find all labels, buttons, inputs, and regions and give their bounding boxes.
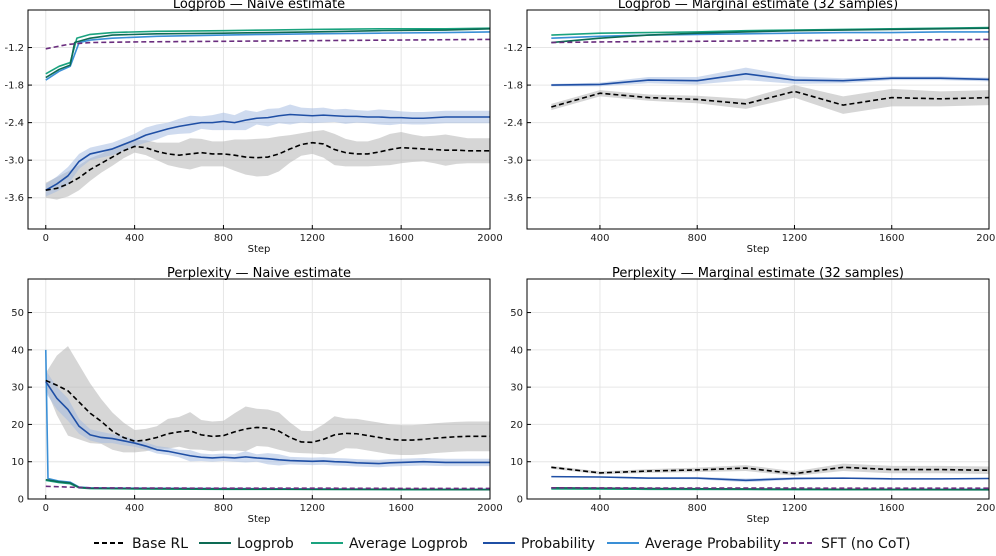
panel-title: Logprob — Marginal estimate (32 samples) — [618, 0, 898, 12]
x-tick-label: 0 — [43, 233, 49, 244]
y-tick-label: 10 — [11, 457, 24, 468]
y-tick-label: 50 — [11, 308, 24, 319]
legend-label: Logprob — [237, 536, 294, 552]
x-axis-label: Step — [747, 514, 770, 525]
x-tick-label: 1600 — [388, 233, 413, 244]
x-axis-label: Step — [747, 244, 770, 255]
y-tick-label: -3.6 — [503, 193, 523, 204]
probability-line — [45, 381, 490, 465]
sft-no-cot-line — [45, 38, 490, 50]
probability-band — [45, 104, 490, 197]
y-tick-label: 40 — [11, 345, 24, 356]
x-tick-label: 2000 — [477, 233, 502, 244]
x-axis-label: Step — [248, 514, 271, 525]
y-tick-label: -1.8 — [503, 81, 523, 92]
x-tick-label: 800 — [688, 233, 707, 244]
y-tick-label: 10 — [510, 457, 523, 468]
probability-line — [45, 113, 490, 191]
x-tick-label: 2000 — [976, 233, 996, 244]
y-tick-label: 30 — [11, 383, 24, 394]
x-tick-label: 1200 — [300, 503, 325, 514]
x-tick-label: 2000 — [976, 503, 996, 514]
y-tick-label: -3.0 — [4, 156, 24, 167]
legend-item-average-logprob: Average Logprob — [311, 536, 468, 552]
legend-label: Average Probability — [645, 536, 781, 552]
x-tick-label: 400 — [125, 503, 144, 514]
x-tick-label: 1600 — [879, 503, 904, 514]
x-tick-label: 1200 — [782, 233, 807, 244]
logprob-line — [45, 27, 490, 79]
y-tick-label: -3.6 — [4, 193, 24, 204]
panel-4: 400 800 1200 1600 2000 0 10 20 30 40 50 Step Perplex… — [510, 266, 996, 525]
panel-title: Perplexity — Naive estimate — [167, 266, 351, 281]
base-rl-line — [551, 466, 989, 475]
x-tick-label: 0 — [43, 503, 49, 514]
axes-frame — [27, 278, 491, 500]
y-tick-label: 40 — [510, 345, 523, 356]
y-tick-label: -2.4 — [503, 118, 523, 129]
y-tick-label: 20 — [11, 420, 24, 431]
legend-label: Base RL — [132, 536, 188, 552]
axes-frame — [27, 9, 491, 230]
y-tick-label: 30 — [510, 383, 523, 394]
base-rl-band — [551, 463, 989, 476]
logprob-line — [551, 27, 989, 44]
legend-item-average-probability: Average Probability — [607, 536, 781, 552]
average-probability-line — [551, 31, 989, 39]
panel-title: Logprob — Naive estimate — [173, 0, 345, 12]
panel-1: 0 400 800 1200 1600 2000 -3.6 -3.0 -2.4 -1.8 -1.2 S… — [4, 0, 502, 255]
x-axis-label: Step — [248, 244, 271, 255]
y-tick-label: 0 — [18, 495, 24, 506]
axes-frame — [526, 9, 990, 230]
legend-item-sft-no-cot: SFT (no CoT) — [783, 536, 910, 552]
base-rl-band — [45, 346, 490, 455]
y-tick-label: -1.2 — [4, 43, 24, 54]
probability-line — [551, 475, 989, 482]
legend: Base RL Logprob Average Logprob Probability… — [94, 536, 910, 552]
y-tick-label: 20 — [510, 420, 523, 431]
legend-item-logprob: Logprob — [199, 536, 294, 552]
legend-label: Average Logprob — [349, 536, 468, 552]
legend-label: SFT (no CoT) — [821, 536, 910, 552]
sft-no-cot-line — [551, 38, 989, 44]
x-tick-label: 2000 — [477, 503, 502, 514]
plot-area — [45, 27, 490, 200]
x-tick-label: 400 — [125, 233, 144, 244]
y-tick-label: 0 — [517, 495, 523, 506]
plot-area — [551, 463, 989, 491]
panel-3: 0 400 800 1200 1600 2000 0 10 20 30 40 50 Step Perple… — [11, 266, 502, 525]
axes-frame — [526, 278, 990, 500]
x-tick-label: 400 — [590, 503, 609, 514]
y-tick-label: -1.2 — [503, 43, 523, 54]
y-tick-label: -2.4 — [4, 118, 24, 129]
panel-title: Perplexity — Marginal estimate (32 sampl… — [612, 266, 904, 281]
legend-item-base-rl: Base RL — [94, 536, 188, 552]
x-tick-label: 1600 — [879, 233, 904, 244]
y-tick-label: -1.8 — [4, 81, 24, 92]
average-probability-line — [45, 31, 490, 81]
x-tick-label: 1600 — [388, 503, 413, 514]
x-tick-label: 1200 — [300, 233, 325, 244]
x-tick-label: 1200 — [782, 503, 807, 514]
x-tick-label: 800 — [214, 503, 233, 514]
legend-label: Probability — [521, 536, 595, 552]
plot-area — [44, 346, 490, 491]
sft-no-cot-line — [45, 485, 490, 490]
legend-item-probability: Probability — [483, 536, 595, 552]
panel-2: 400 800 1200 1600 2000 -3.6 -3.0 -2.4 -1.8 -1.2 St… — [503, 0, 996, 255]
x-tick-label: 800 — [688, 503, 707, 514]
probability-line — [551, 73, 989, 86]
base-rl-band — [551, 85, 989, 114]
base-rl-band — [45, 130, 490, 200]
x-tick-label: 800 — [214, 233, 233, 244]
y-tick-label: -3.0 — [503, 156, 523, 167]
y-tick-label: 50 — [510, 308, 523, 319]
x-tick-label: 400 — [590, 233, 609, 244]
plot-area — [551, 26, 989, 114]
base-rl-line — [45, 141, 490, 191]
base-rl-line — [551, 90, 989, 108]
